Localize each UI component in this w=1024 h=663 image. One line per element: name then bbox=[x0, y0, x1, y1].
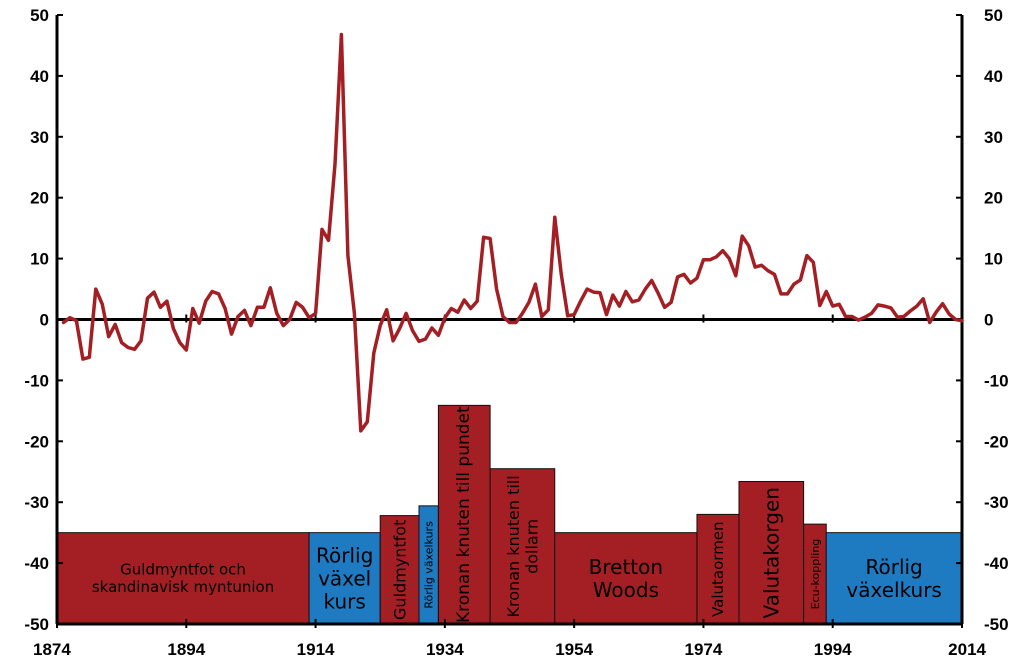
regime-block-10 bbox=[825, 532, 963, 625]
y-tick-label-right: -50 bbox=[984, 615, 1009, 634]
regime-label-line: Rörlig växelkurs bbox=[422, 521, 435, 609]
y-tick-label-left: 0 bbox=[40, 311, 49, 330]
regime-label-line: Guldmyntfot och bbox=[120, 561, 246, 579]
y-tick-label-left: -30 bbox=[24, 493, 49, 512]
regime-label-line: växelkurs bbox=[846, 578, 941, 602]
regime-label-5: Kronan knuten tilldollarn bbox=[504, 475, 541, 617]
regime-label-line: växel bbox=[318, 566, 371, 590]
regime-label-8: Valutakorgen bbox=[759, 487, 783, 618]
regime-label-line: Kronan knuten till pundet bbox=[454, 406, 474, 623]
y-tick-label-right: -20 bbox=[984, 432, 1009, 451]
regime-label-line: kurs bbox=[324, 589, 366, 613]
regime-label-line: skandinavisk myntunion bbox=[92, 578, 274, 596]
x-tick-labels: 1874 1894 1914 1934 1954 1974 1994 2014 bbox=[33, 640, 987, 659]
y-tick-label-left: -50 bbox=[24, 615, 49, 634]
y-tick-label-left: -20 bbox=[24, 432, 49, 451]
regime-label-line: Valutaormen bbox=[709, 521, 727, 616]
regime-label-line: Rörlig bbox=[865, 555, 922, 579]
y-tick-label-right: 40 bbox=[984, 67, 1003, 86]
y-tick-label-left: -40 bbox=[24, 554, 49, 573]
y-tick-label-left: 50 bbox=[30, 6, 49, 25]
y-tick-label-left: 10 bbox=[30, 250, 49, 269]
y-tick-label-right: 0 bbox=[984, 311, 993, 330]
y-tick-label-left: -10 bbox=[24, 371, 49, 390]
regime-label-7: Valutaormen bbox=[709, 521, 727, 616]
regime-label-10: Rörlig växelkurs bbox=[846, 555, 941, 602]
x-tick-label: 1914 bbox=[297, 640, 335, 659]
regime-label-line: Guldmyntfot bbox=[390, 520, 409, 620]
regime-block-7 bbox=[696, 513, 740, 625]
regime-label-line: Woods bbox=[593, 578, 659, 602]
x-tick-label: 1994 bbox=[814, 640, 852, 659]
x-tick-label: 1874 bbox=[33, 640, 71, 659]
regime-label-line: Ecu-koppling bbox=[808, 539, 821, 610]
regime-blocks: Guldmyntfot och skandinavisk myntunion Rör… bbox=[56, 404, 963, 625]
regime-block-8 bbox=[738, 480, 805, 625]
regime-label-4: Kronan knuten till pundet bbox=[454, 406, 474, 623]
y-tick-label-left: 30 bbox=[30, 128, 49, 147]
x-tick-label: 1894 bbox=[167, 640, 205, 659]
regime-block-6 bbox=[554, 532, 698, 625]
y-tick-label-right: 20 bbox=[984, 189, 1003, 208]
regime-label-3: Rörlig växelkurs bbox=[422, 521, 435, 609]
y-tick-label-right: -10 bbox=[984, 371, 1009, 390]
y-tick-label-right: 10 bbox=[984, 250, 1003, 269]
regime-block-2 bbox=[379, 515, 420, 625]
y-tick-label-right: -30 bbox=[984, 493, 1009, 512]
regime-label-2: Guldmyntfot bbox=[390, 520, 409, 620]
x-tick-label: 2014 bbox=[948, 640, 986, 659]
series-layer bbox=[61, 32, 964, 433]
regime-block-0 bbox=[56, 532, 310, 625]
regime-label-line: Kronan knuten till bbox=[504, 475, 523, 617]
regime-label-line: Valutakorgen bbox=[759, 487, 783, 618]
regime-label-line: Rörlig bbox=[316, 543, 373, 567]
y-tick-label-right: -40 bbox=[984, 554, 1009, 573]
regime-label-line: dollarn bbox=[522, 519, 541, 574]
regime-label-6: Bretton Woods bbox=[589, 555, 663, 602]
regime-label-1: Rörlig växel kurs bbox=[316, 543, 373, 613]
y-tick-label-left: 40 bbox=[30, 67, 49, 86]
x-tick-label: 1974 bbox=[685, 640, 723, 659]
y-tick-label-right: 50 bbox=[984, 6, 1003, 25]
y-tick-label-left: 20 bbox=[30, 189, 49, 208]
y-tick-label-right: 30 bbox=[984, 128, 1003, 147]
regime-label-0: Guldmyntfot och skandinavisk myntunion bbox=[92, 561, 274, 596]
y-tick-labels: 50 50 40 40 30 30 20 20 10 10 0 0 -10 -10 -20 -20 -30 -30… bbox=[24, 6, 1008, 634]
series-line-0 bbox=[61, 32, 964, 433]
x-tick-label: 1934 bbox=[426, 640, 464, 659]
regime-label-line: Bretton bbox=[589, 555, 663, 579]
regime-label-9: Ecu-koppling bbox=[808, 539, 821, 610]
x-tick-label: 1954 bbox=[555, 640, 593, 659]
regime-block-5 bbox=[489, 468, 556, 625]
